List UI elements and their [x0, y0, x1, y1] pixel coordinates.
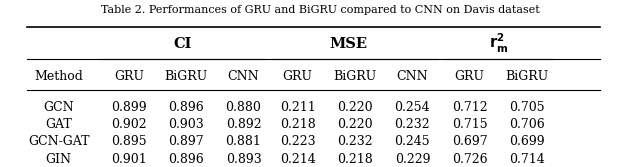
Text: 0.899: 0.899 [111, 101, 147, 114]
Text: CNN: CNN [228, 70, 259, 83]
Text: 0.892: 0.892 [226, 118, 261, 131]
Text: 0.901: 0.901 [111, 153, 147, 166]
Text: GRU: GRU [283, 70, 313, 83]
Text: Method: Method [35, 70, 83, 83]
Text: CI: CI [174, 37, 192, 51]
Text: 0.218: 0.218 [337, 153, 373, 166]
Text: 0.223: 0.223 [280, 135, 316, 148]
Text: 0.903: 0.903 [168, 118, 204, 131]
Text: 0.705: 0.705 [509, 101, 545, 114]
Text: 0.245: 0.245 [395, 135, 430, 148]
Text: 0.220: 0.220 [337, 101, 373, 114]
Text: 0.229: 0.229 [395, 153, 430, 166]
Text: BiGRU: BiGRU [164, 70, 208, 83]
Text: 0.896: 0.896 [168, 153, 204, 166]
Text: 0.881: 0.881 [225, 135, 262, 148]
Text: Table 2. Performances of GRU and BiGRU compared to CNN on Davis dataset: Table 2. Performances of GRU and BiGRU c… [100, 5, 540, 15]
Text: 0.214: 0.214 [280, 153, 316, 166]
Text: 0.902: 0.902 [111, 118, 147, 131]
Text: 0.893: 0.893 [226, 153, 261, 166]
Text: GCN-GAT: GCN-GAT [28, 135, 90, 148]
Text: 0.232: 0.232 [395, 118, 430, 131]
Text: MSE: MSE [330, 37, 367, 51]
Text: 0.895: 0.895 [111, 135, 147, 148]
Text: 0.714: 0.714 [509, 153, 545, 166]
Text: 0.715: 0.715 [452, 118, 488, 131]
Text: 0.706: 0.706 [509, 118, 545, 131]
Text: CNN: CNN [397, 70, 428, 83]
Text: GRU: GRU [455, 70, 484, 83]
Text: BiGRU: BiGRU [333, 70, 377, 83]
Text: GCN: GCN [44, 101, 74, 114]
Text: 0.726: 0.726 [452, 153, 488, 166]
Text: GIN: GIN [45, 153, 72, 166]
Text: BiGRU: BiGRU [506, 70, 548, 83]
Text: GAT: GAT [45, 118, 72, 131]
Text: 0.254: 0.254 [395, 101, 430, 114]
Text: 0.896: 0.896 [168, 101, 204, 114]
Text: 0.897: 0.897 [168, 135, 204, 148]
Text: GRU: GRU [114, 70, 144, 83]
Text: 0.712: 0.712 [452, 101, 488, 114]
Text: 0.880: 0.880 [225, 101, 262, 114]
Text: $\mathbf{r_m^2}$: $\mathbf{r_m^2}$ [489, 32, 508, 55]
Text: 0.211: 0.211 [280, 101, 316, 114]
Text: 0.220: 0.220 [337, 118, 373, 131]
Text: 0.232: 0.232 [337, 135, 373, 148]
Text: 0.697: 0.697 [452, 135, 488, 148]
Text: 0.699: 0.699 [509, 135, 545, 148]
Text: 0.218: 0.218 [280, 118, 316, 131]
